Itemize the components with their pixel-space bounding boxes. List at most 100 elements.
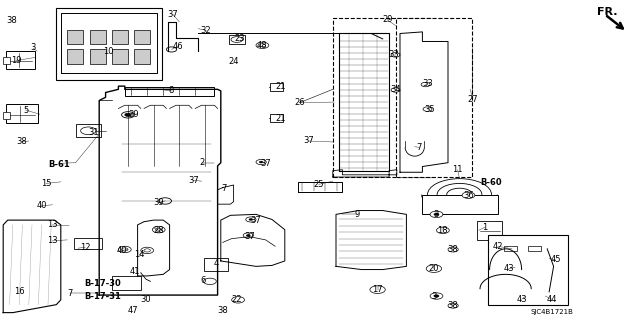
Bar [270,114,283,122]
Text: B-17-31: B-17-31 [84,292,121,300]
Circle shape [256,42,269,48]
Circle shape [246,217,256,222]
Text: 23: 23 [235,34,245,43]
Text: 41: 41 [129,267,140,276]
Text: 46: 46 [173,42,183,51]
Circle shape [122,248,128,251]
Text: 7: 7 [221,184,227,193]
Bar [422,195,498,214]
Text: 3: 3 [431,292,436,300]
Circle shape [81,127,96,135]
Text: 14: 14 [134,250,145,259]
Circle shape [423,107,432,111]
FancyBboxPatch shape [333,18,432,177]
Text: 39: 39 [154,198,164,207]
Text: 4: 4 [214,259,219,268]
Text: 28: 28 [154,226,164,235]
Text: 48: 48 [257,41,268,50]
Bar [229,35,245,44]
Bar [477,221,502,240]
Bar [67,30,83,44]
Bar [528,246,541,251]
Text: 38: 38 [218,306,228,315]
Text: B-17-30: B-17-30 [84,279,121,288]
Text: 30: 30 [141,295,151,304]
Bar [3,57,10,64]
Text: 37: 37 [251,216,261,225]
Circle shape [141,247,154,254]
Circle shape [370,286,385,293]
Text: 37: 37 [244,232,255,241]
Text: 42: 42 [493,242,503,251]
Circle shape [122,112,134,118]
Text: 32: 32 [201,26,211,35]
Bar [3,112,10,119]
Bar [204,258,228,271]
Text: 40: 40 [116,246,127,255]
Bar [6,104,38,123]
Bar [90,30,106,44]
Text: 11: 11 [452,165,463,174]
Text: 43: 43 [516,295,527,304]
Circle shape [259,44,266,47]
Circle shape [436,227,449,234]
Circle shape [118,246,131,253]
Text: 12: 12 [80,243,90,252]
Text: 24: 24 [228,57,239,66]
Text: 21: 21 [275,82,285,91]
Text: 35: 35 [425,105,435,114]
Bar [112,30,128,44]
Bar [90,49,106,64]
Text: 26: 26 [294,98,305,107]
Bar [125,87,214,96]
Circle shape [437,183,482,206]
Text: 36: 36 [463,191,474,200]
Text: 9: 9 [355,210,360,219]
Circle shape [391,53,400,57]
Circle shape [447,188,472,201]
Text: 37: 37 [260,159,271,168]
Text: 44: 44 [547,295,557,304]
Text: 18: 18 [438,226,448,235]
Circle shape [144,249,150,252]
FancyBboxPatch shape [396,18,472,177]
Circle shape [448,247,458,252]
Text: SJC4B1721B: SJC4B1721B [531,309,573,315]
Text: 21: 21 [275,114,285,123]
Circle shape [156,228,162,231]
Text: 6: 6 [201,276,206,285]
Text: FR.: FR. [597,7,618,17]
Text: 25: 25 [314,180,324,189]
Text: 7: 7 [68,289,73,298]
Bar [134,49,150,64]
Text: 38: 38 [17,137,27,146]
Text: 2: 2 [199,158,204,167]
Bar [504,246,517,251]
Text: 3: 3 [31,43,36,52]
Text: 43: 43 [504,264,514,273]
Text: 40: 40 [36,201,47,210]
Text: 27: 27 [467,95,477,104]
Text: 15: 15 [41,179,51,188]
Circle shape [204,278,216,285]
Circle shape [391,88,400,92]
Text: 13: 13 [47,220,58,229]
Bar [76,124,101,137]
Circle shape [232,297,244,303]
Text: 37: 37 [168,10,178,19]
Bar [134,30,150,44]
Circle shape [231,37,243,42]
Bar [112,276,141,290]
Circle shape [246,234,250,236]
Text: 47: 47 [128,306,138,315]
Text: 7: 7 [417,143,422,152]
Bar [6,51,35,69]
Circle shape [256,160,266,165]
Text: 5: 5 [23,106,28,115]
Text: 39: 39 [128,110,138,119]
Circle shape [152,226,165,233]
Circle shape [259,161,263,163]
Bar [270,83,283,91]
Circle shape [125,113,131,116]
Text: B-60: B-60 [481,178,502,187]
